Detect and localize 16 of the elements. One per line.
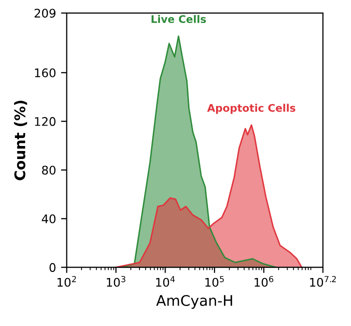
x-tick-label: 10$^{7.2}$ bbox=[310, 276, 336, 287]
y-tick-label: 0 bbox=[50, 263, 56, 272]
x-tick-label: 10$^{4}$ bbox=[156, 276, 175, 287]
y-axis-title: Count (%) bbox=[14, 100, 28, 180]
y-tick-label: 209 bbox=[34, 8, 56, 18]
y-tick-label: 160 bbox=[35, 68, 56, 78]
x-tick-label: 10$^{5}$ bbox=[205, 276, 224, 287]
series-label: Apoptotic Cells bbox=[207, 104, 296, 114]
x-axis-title: AmCyan-H bbox=[156, 294, 232, 309]
series-label: Live Cells bbox=[152, 14, 206, 24]
x-tick-label: 10$^{6}$ bbox=[254, 276, 274, 287]
x-tick-label: 10$^{3}$ bbox=[106, 276, 126, 287]
x-tick-label: 10$^{2}$ bbox=[58, 276, 76, 287]
y-tick-label: 120 bbox=[35, 117, 56, 126]
y-tick-label: 40 bbox=[42, 214, 56, 224]
y-tick-label: 80 bbox=[42, 166, 56, 175]
